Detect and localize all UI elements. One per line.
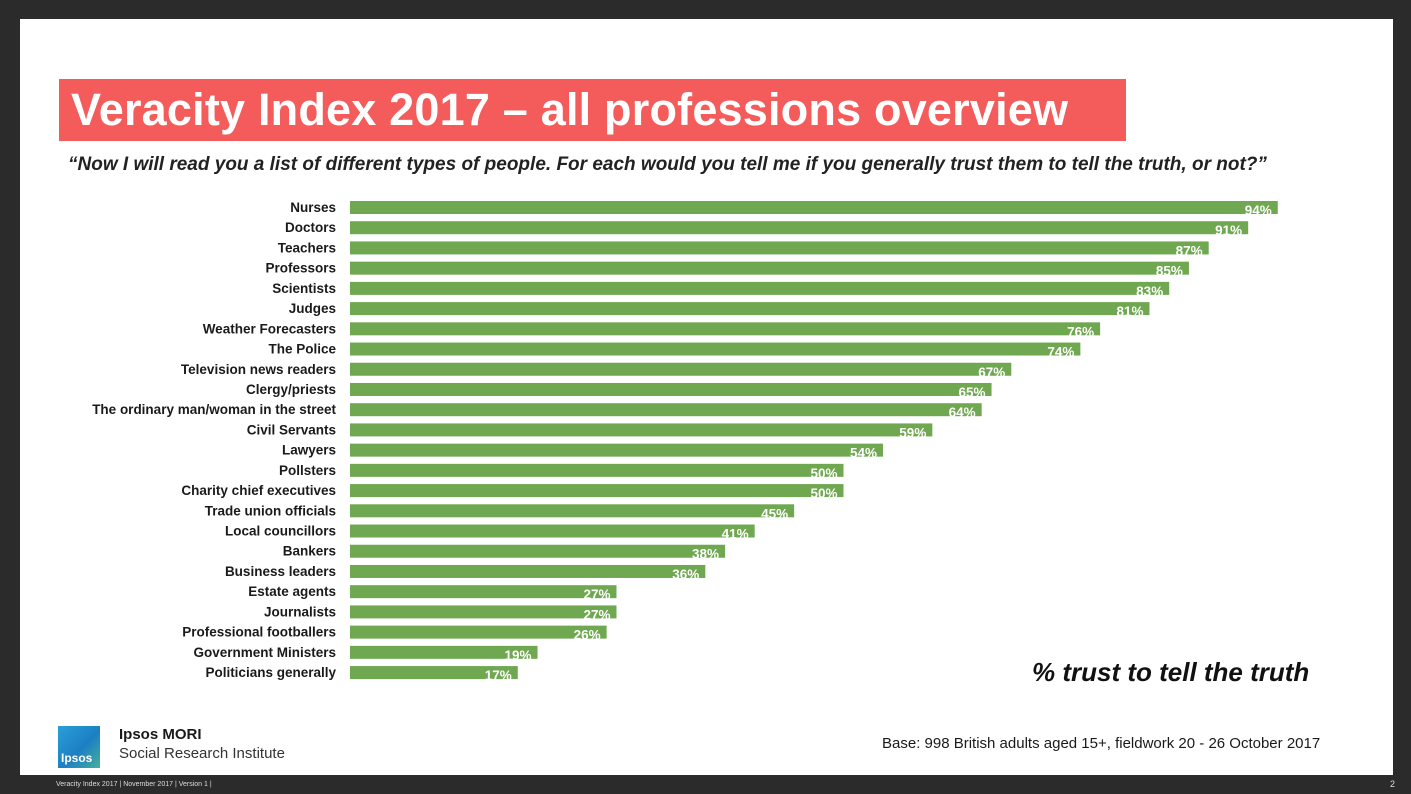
category-label: Clergy/priests [246,382,336,397]
footer-text: Veracity Index 2017 | November 2017 | Ve… [56,781,212,788]
bar [350,463,844,477]
value-label: 45% [761,506,788,521]
bar [350,585,617,599]
category-label: Local councillors [225,524,336,539]
survey-question: “Now I will read you a list of different… [68,154,1267,175]
value-label: 19% [504,648,531,663]
value-label: 85% [1156,264,1183,279]
category-label: Estate agents [248,584,336,599]
value-label: 67% [978,365,1005,380]
category-label: Television news readers [181,362,336,377]
bar [350,564,706,578]
value-label: 50% [810,486,837,501]
value-label: 41% [722,527,749,542]
value-label: 94% [1245,203,1272,218]
bar [350,261,1189,275]
bar-chart: Nurses 94% Doctors 91% Teachers 87% Professors… [92,200,1278,683]
bar [350,504,795,518]
bar [350,221,1249,235]
value-label: 87% [1176,243,1203,258]
page-title: Veracity Index 2017 – all professions ov… [71,84,1069,135]
bar [350,544,726,558]
brand-name: Ipsos MORI [119,726,202,743]
title-banner: Veracity Index 2017 – all professions ov… [59,79,1126,141]
bar [350,666,518,680]
value-label: 81% [1116,304,1143,319]
category-label: Teachers [278,240,336,255]
category-label: Lawyers [282,443,336,458]
category-label: Doctors [285,220,336,235]
category-label: The ordinary man/woman in the street [92,402,336,417]
value-label: 83% [1136,284,1163,299]
value-label: 50% [810,466,837,481]
value-label: 74% [1047,345,1074,360]
value-label: 76% [1067,324,1094,339]
slide: Veracity Index 2017 – all professions ov… [20,19,1393,775]
category-label: Scientists [272,281,336,296]
bar [350,645,538,659]
value-label: 64% [949,405,976,420]
value-label: 65% [959,385,986,400]
category-label: Politicians generally [205,665,336,680]
value-label: 91% [1215,223,1242,238]
bar [350,625,607,639]
logo-text: Ipsos [61,751,93,765]
bar [350,362,1012,376]
bar [350,322,1101,336]
bar [350,241,1209,255]
bar [350,201,1278,214]
category-label: Weather Forecasters [203,321,336,336]
value-label: 54% [850,446,877,461]
bar [350,403,982,417]
bar [350,281,1170,295]
measure-label: % trust to tell the truth [1032,657,1310,687]
value-label: 27% [583,587,610,602]
value-label: 26% [574,628,601,643]
category-label: Nurses [290,200,336,215]
value-label: 17% [485,668,512,683]
category-label: Pollsters [279,463,336,478]
category-label: Judges [289,301,336,316]
base-note: Base: 998 British adults aged 15+, field… [882,735,1321,752]
value-label: 38% [692,547,719,562]
category-label: Trade union officials [205,503,336,518]
category-label: Charity chief executives [181,483,336,498]
category-label: Professors [265,261,336,276]
category-label: Civil Servants [247,422,336,437]
bar [350,382,992,396]
category-label: Government Ministers [193,645,336,660]
value-label: 59% [899,425,926,440]
brand-subtitle: Social Research Institute [119,745,285,762]
ipsos-logo: Ipsos [58,726,100,768]
bar [350,484,844,498]
value-label: 27% [583,607,610,622]
category-label: Professional footballers [182,625,336,640]
category-label: The Police [268,342,336,357]
category-label: Journalists [264,604,336,619]
bar [350,302,1150,316]
bar [350,524,755,538]
category-label: Bankers [283,544,336,559]
page-number: 2 [1390,779,1396,789]
bar [350,423,933,437]
bar [350,605,617,619]
value-label: 36% [672,567,699,582]
bar [350,443,883,457]
category-label: Business leaders [225,564,336,579]
bar [350,342,1081,356]
